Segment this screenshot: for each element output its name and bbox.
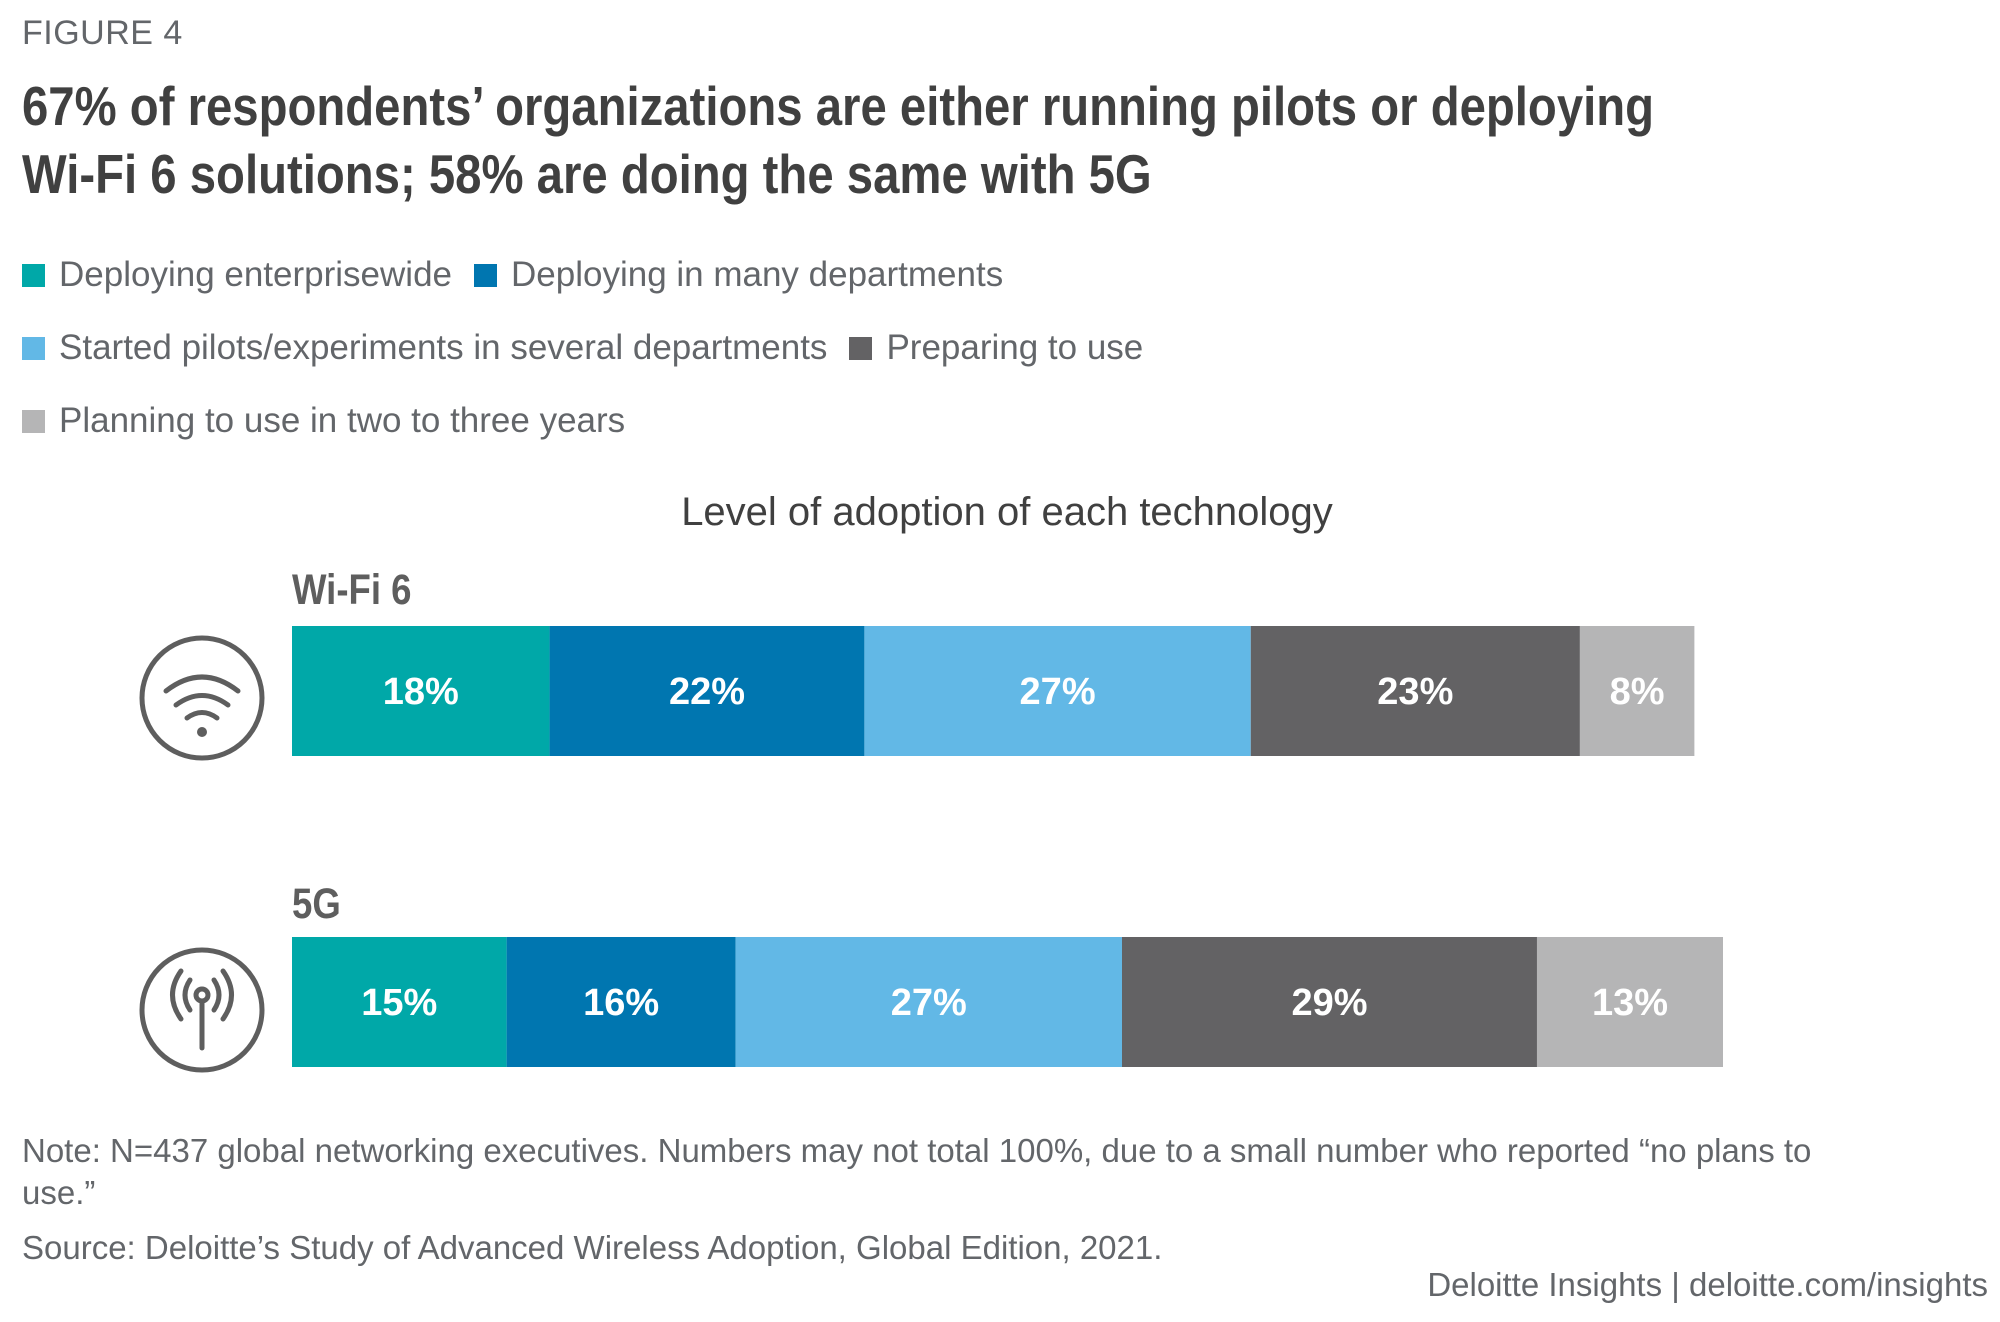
chart-source: Source: Deloitte’s Study of Advanced Wir… xyxy=(22,1229,1163,1266)
bar-segment xyxy=(506,937,736,1067)
bar-segment xyxy=(864,626,1251,756)
bar-segment xyxy=(292,626,550,756)
chart-headline: 67% of respondents’ organizations are ei… xyxy=(22,72,1742,208)
bar-segment xyxy=(1121,937,1537,1067)
legend-item: Deploying in many departments xyxy=(474,255,1003,295)
bar-segment xyxy=(549,626,865,756)
legend-item: Deploying enterprisewide xyxy=(22,255,452,295)
chart-note: Note: N=437 global networking executives… xyxy=(22,1132,1812,1211)
legend-swatch xyxy=(22,409,45,433)
chart-title: Level of adoption of each technology xyxy=(681,490,1333,534)
legend-swatch xyxy=(22,263,45,287)
bar-segment xyxy=(1579,626,1695,756)
category-label-wifi6: Wi-Fi 6 xyxy=(292,566,412,614)
legend-label: Preparing to use xyxy=(886,328,1144,367)
headline-line-2: Wi-Fi 6 solutions; 58% are doing the sam… xyxy=(22,143,1152,205)
category-label-5g: 5G xyxy=(292,880,341,928)
data-label: 15% xyxy=(361,982,437,1024)
data-label: 18% xyxy=(383,671,459,713)
legend-label: Started pilots/experiments in several de… xyxy=(59,328,828,367)
legend-swatch xyxy=(474,263,497,287)
legend-row-2: Started pilots/experiments in several de… xyxy=(22,328,1165,368)
legend-label: Deploying in many departments xyxy=(511,255,1004,294)
bars-group: 18% 22% 27% 23% 8% 15% 16% 27% 29% 13% xyxy=(292,626,1723,1067)
data-label: 13% xyxy=(1592,982,1668,1024)
wifi-icon xyxy=(139,635,265,761)
data-label: 29% xyxy=(1291,982,1367,1024)
bar-segment xyxy=(1536,937,1723,1067)
data-label: 22% xyxy=(669,671,745,713)
data-label: 16% xyxy=(583,982,659,1024)
bar-segment xyxy=(292,937,507,1067)
bar-segment xyxy=(735,937,1122,1067)
footer-credit: Deloitte Insights | deloitte.com/insight… xyxy=(1427,1266,1988,1303)
data-label: 23% xyxy=(1377,671,1453,713)
legend-item: Started pilots/experiments in several de… xyxy=(22,328,827,368)
legend-label: Planning to use in two to three years xyxy=(59,401,626,440)
legend-item: Planning to use in two to three years xyxy=(22,401,625,441)
legend-row-1: Deploying enterprisewide Deploying in ma… xyxy=(22,255,1025,295)
data-label: 27% xyxy=(1020,671,1096,713)
legend-swatch xyxy=(22,336,45,360)
legend-swatch xyxy=(849,336,873,360)
headline-line-1: 67% of respondents’ organizations are ei… xyxy=(22,75,1655,137)
data-label: 27% xyxy=(891,982,967,1024)
data-label: 8% xyxy=(1610,671,1665,713)
antenna-signal-icon xyxy=(139,947,265,1073)
figure-label: FIGURE 4 xyxy=(22,14,183,52)
legend-item: Preparing to use xyxy=(849,328,1143,368)
bar-segment xyxy=(1250,626,1580,756)
legend-row-3: Planning to use in two to three years xyxy=(22,401,647,441)
legend-label: Deploying enterprisewide xyxy=(59,255,452,294)
